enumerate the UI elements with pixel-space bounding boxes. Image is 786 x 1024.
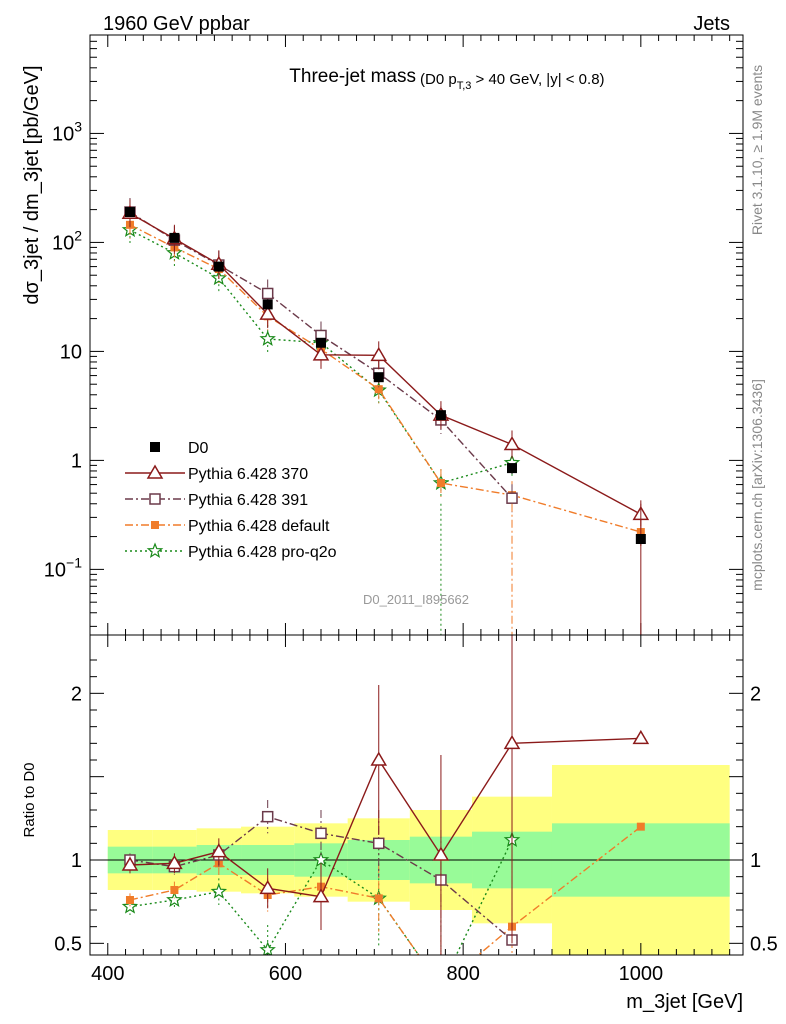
series-line	[129, 211, 513, 499]
ratio-point	[259, 879, 276, 895]
ratio-point	[312, 851, 330, 868]
header-right: Jets	[693, 13, 730, 35]
ratio-point	[503, 734, 521, 750]
ratio-y-tick-label-right: 2	[750, 683, 761, 705]
ratio-series-0	[121, 635, 650, 955]
ratio-series-group	[121, 635, 650, 991]
ratio-point	[166, 854, 183, 870]
series-point	[506, 492, 518, 504]
data-point	[373, 372, 384, 383]
ratio-point	[166, 891, 183, 908]
x-tick-label: 1000	[619, 963, 664, 985]
ratio-point	[632, 729, 650, 745]
ratio-point	[259, 941, 276, 955]
ratio-point	[261, 810, 274, 823]
x-tick-label: 400	[91, 963, 124, 985]
main-series-group	[121, 198, 650, 635]
legend-marker	[146, 464, 164, 479]
chart-title: Three-jet mass	[289, 66, 416, 87]
x-tick-label: 800	[446, 963, 479, 985]
ratio-point	[372, 837, 385, 850]
ratio-y-axis-label: Ratio to D0	[21, 762, 38, 837]
y-tick-label: 10	[60, 341, 82, 363]
ratio-point	[170, 886, 179, 894]
ratio-y-tick-label: 0.5	[54, 933, 82, 955]
series-point	[374, 385, 383, 394]
series-point	[261, 287, 274, 300]
ratio-y-tick-label: 1	[71, 850, 82, 872]
ratio-point	[210, 843, 228, 858]
legend-label: Pythia 6.428 default	[188, 518, 330, 535]
data-point	[213, 261, 224, 272]
data-point	[124, 207, 135, 218]
data-point	[635, 534, 646, 545]
legend: D0 Pythia 6.428 370 Pythia 6.428 391 Pythia…	[125, 440, 337, 561]
ratio-point	[370, 751, 388, 766]
analysis-watermark: D0_2011_I895662	[363, 592, 469, 607]
main-panel: 10−1 1 10 102 103 Three-jet mass (D0 pT,3 > …	[21, 34, 744, 636]
header-left: 1960 GeV ppbar	[103, 13, 250, 35]
ratio-y-tick-label-right: 1	[750, 850, 761, 872]
ratio-point	[312, 888, 330, 903]
x-axis-label: m_3jet [GeV]	[626, 991, 743, 1013]
legend-label: Pythia 6.428 pro-q2o	[188, 544, 337, 561]
x-axis-tick-labels: 400 600 800 1000	[91, 963, 663, 985]
y-tick-label: 102	[52, 227, 82, 254]
ratio-y-tick-label-right: 0.5	[750, 933, 778, 955]
data-point	[507, 463, 518, 474]
ratio-y-tick-label: 2	[71, 683, 82, 705]
ratio-point	[374, 894, 383, 903]
data-point	[169, 232, 180, 243]
data-point	[435, 410, 446, 421]
series-point	[259, 305, 276, 320]
legend-marker	[150, 442, 160, 452]
mcplots-label: mcplots.cern.ch [arXiv:1306.3436]	[749, 379, 765, 591]
data-point	[315, 337, 326, 348]
series-point	[259, 330, 276, 346]
ratio-frame	[89, 634, 744, 956]
legend-marker	[149, 493, 161, 505]
ratio-point	[636, 822, 645, 831]
y-axis-label: dσ_3jet / dm_3jet [pb/GeV]	[21, 65, 43, 304]
ratio-point	[121, 856, 139, 871]
y-tick-label: 103	[52, 118, 82, 145]
series-point	[436, 479, 445, 488]
series-point	[312, 346, 330, 361]
legend-label: Pythia 6.428 370	[188, 466, 308, 483]
ratio-line	[129, 815, 513, 941]
legend-marker	[146, 542, 164, 559]
series-line	[129, 229, 513, 484]
ratio-panel: 0.5 0.5 1 1 2 2 Ratio to D0	[21, 634, 778, 991]
ratio-point	[437, 983, 445, 991]
y-tick-label: 1	[71, 450, 82, 472]
rivet-version-label: Rivet 3.1.10, ≥ 1.9M events	[749, 65, 765, 235]
y-tick-label: 10−1	[44, 554, 82, 581]
legend-label: D0	[188, 440, 209, 457]
ratio-point	[125, 896, 134, 904]
series-point	[370, 346, 388, 362]
ratio-point	[210, 883, 228, 899]
data-point	[262, 299, 273, 310]
legend-marker	[151, 521, 159, 529]
ratio-point	[432, 846, 450, 861]
x-tick-label: 600	[269, 963, 302, 985]
chart-title-cut: (D0 pT,3 > 40 GeV, |y| < 0.8)	[420, 71, 605, 92]
series-point	[503, 435, 521, 451]
legend-label: Pythia 6.428 391	[188, 492, 308, 509]
ratio-point	[315, 827, 327, 840]
